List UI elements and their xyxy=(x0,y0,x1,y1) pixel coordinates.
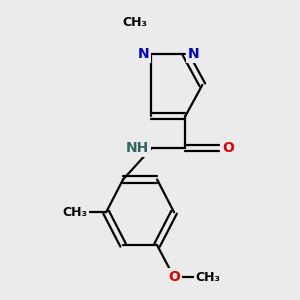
Text: CH₃: CH₃ xyxy=(196,271,220,284)
Text: CH₃: CH₃ xyxy=(122,16,147,29)
Text: N: N xyxy=(188,47,199,61)
Text: O: O xyxy=(168,270,180,284)
Text: N: N xyxy=(137,47,149,61)
Text: NH: NH xyxy=(125,141,148,155)
Text: O: O xyxy=(222,141,234,155)
Text: CH₃: CH₃ xyxy=(62,206,88,219)
